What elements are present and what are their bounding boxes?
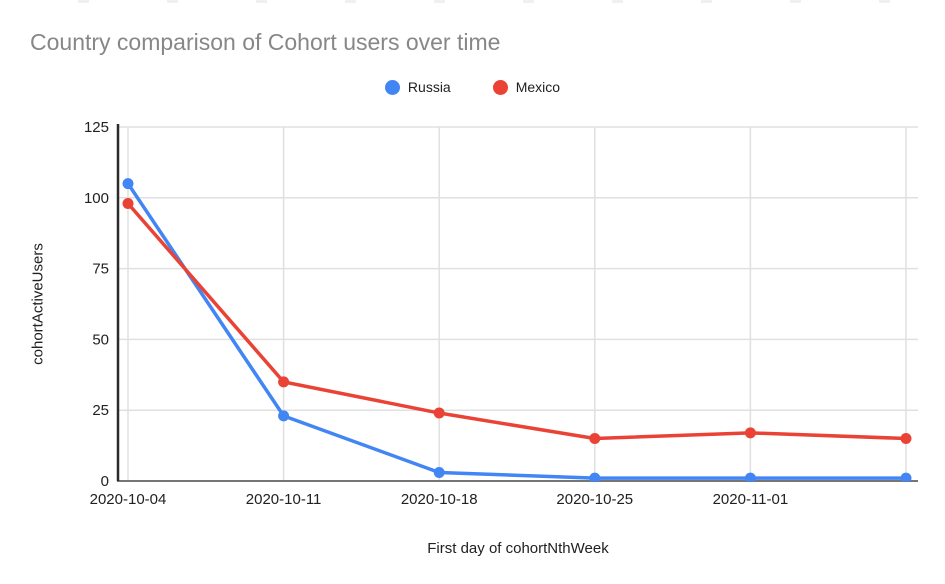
chart-title: Country comparison of Cohort users over … (30, 29, 501, 55)
legend-dot-mexico-icon (492, 79, 508, 95)
data-point-mexico[interactable] (278, 376, 290, 388)
legend-item-mexico[interactable]: Mexico (492, 79, 561, 95)
series-line-russia (126, 181, 908, 480)
legend: Russia Mexico (0, 77, 945, 97)
x-axis-title: First day of cohortNthWeek (427, 540, 609, 557)
legend-label-russia: Russia (407, 79, 451, 95)
data-point-mexico[interactable] (122, 197, 134, 209)
y-tick-label: 25 (92, 402, 109, 419)
data-point-mexico[interactable] (900, 433, 912, 445)
x-tick-label: 2020-10-11 (246, 491, 322, 508)
series-line-mexico (126, 201, 908, 441)
x-tick-label: 2020-11-01 (713, 491, 789, 508)
data-point-russia[interactable] (744, 472, 756, 484)
data-point-russia[interactable] (589, 472, 601, 484)
data-point-russia[interactable] (278, 410, 290, 422)
y-tick-label: 75 (92, 261, 109, 278)
data-point-russia[interactable] (900, 472, 912, 484)
legend-item-russia[interactable]: Russia (384, 79, 451, 95)
data-point-russia[interactable] (433, 467, 445, 479)
data-point-mexico[interactable] (744, 427, 756, 439)
x-tick-label: 2020-10-18 (401, 491, 478, 508)
y-tick-label: 50 (92, 331, 109, 348)
y-tick-label: 100 (84, 190, 109, 207)
y-tick-label: 125 (84, 119, 109, 136)
legend-dot-russia-icon (384, 79, 400, 95)
x-tick-label: 2020-10-25 (556, 491, 633, 508)
y-tick-label: 0 (101, 473, 109, 490)
top-crop-artifacts (0, 0, 945, 3)
data-point-mexico[interactable] (433, 407, 445, 419)
x-tick-label: 2020-10-04 (90, 491, 167, 508)
legend-label-mexico: Mexico (515, 79, 561, 95)
series-group (122, 178, 912, 484)
data-point-russia[interactable] (122, 178, 134, 190)
data-point-mexico[interactable] (589, 433, 601, 445)
